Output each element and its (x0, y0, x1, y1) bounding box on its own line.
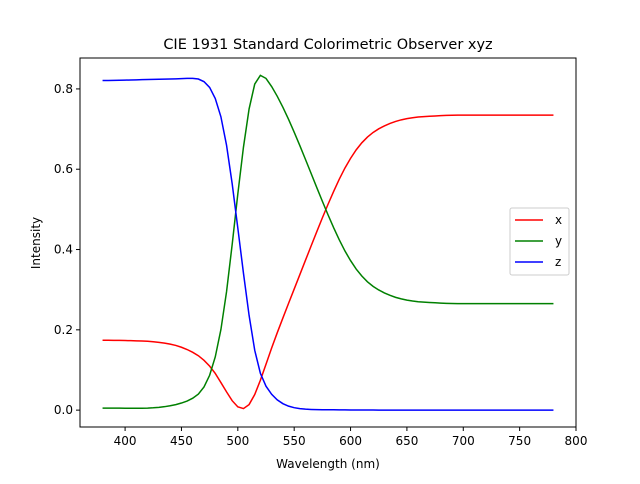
x-tick-label: 600 (339, 434, 362, 448)
y-tick-label: 0.6 (54, 162, 73, 176)
x-tick-label: 450 (170, 434, 193, 448)
x-axis-label: Wavelength (nm) (276, 457, 380, 471)
y-tick-label: 0.4 (54, 243, 73, 257)
x-tick-label: 800 (565, 434, 588, 448)
y-tick-label: 0.8 (54, 82, 73, 96)
series-line-y (102, 74, 554, 409)
series-line-x (102, 114, 554, 410)
ticks: 400 450 500 550 600 650 700 750 800 0.0 0.2 0.4 0.6 0… (54, 82, 588, 448)
x-tick-label: 550 (283, 434, 306, 448)
x-tick-label: 400 (114, 434, 137, 448)
y-axis-label: Intensity (29, 217, 43, 269)
y-tick-label: 0.0 (54, 403, 73, 417)
x-tick-label: 650 (395, 434, 418, 448)
series-line-z (102, 77, 554, 411)
x-tick-label: 500 (226, 434, 249, 448)
series-lines (102, 74, 554, 411)
chart-title: CIE 1931 Standard Colorimetric Observer … (163, 37, 492, 53)
legend: xyz (509, 207, 570, 276)
y-tick-label: 0.2 (54, 323, 73, 337)
legend-label-z: z (555, 255, 561, 269)
x-tick-label: 700 (452, 434, 475, 448)
plot-frame (79, 57, 577, 428)
x-tick-label: 750 (508, 434, 531, 448)
legend-label-y: y (555, 234, 562, 248)
legend-label-x: x (555, 213, 562, 227)
